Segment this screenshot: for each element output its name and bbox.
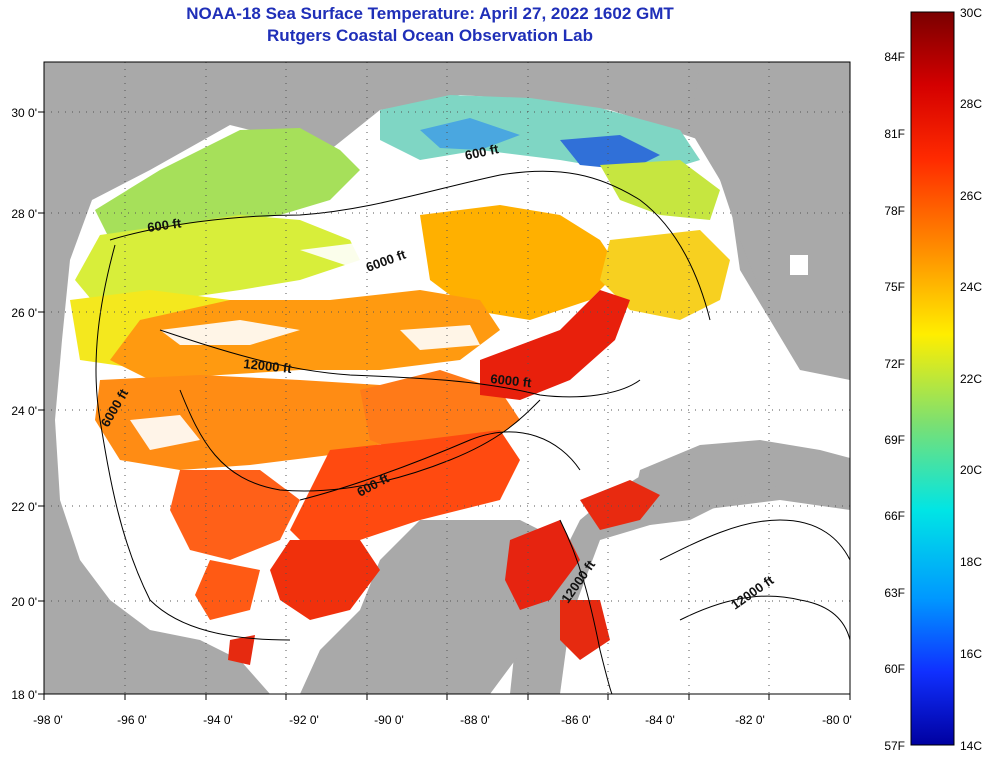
colorbar-fahrenheit-label: 66F	[884, 509, 905, 523]
contour-label: 12000 ft	[243, 356, 293, 376]
colorbar-fahrenheit-label: 78F	[884, 204, 905, 218]
map-title: NOAA-18 Sea Surface Temperature: April 2…	[186, 4, 674, 23]
colorbar-celsius-label: 14C	[960, 739, 982, 753]
colorbar-celsius-label: 20C	[960, 463, 982, 477]
florida-land	[690, 62, 850, 380]
lat-label: 24 0'	[11, 404, 37, 418]
lon-label: -96 0'	[117, 713, 147, 727]
colorbar	[910, 11, 955, 746]
colorbar-celsius-label: 24C	[960, 280, 982, 294]
colorbar-fahrenheit-label: 72F	[884, 357, 905, 371]
cuba-land	[630, 440, 850, 525]
colorbar-celsius-label: 30C	[960, 6, 982, 20]
colorbar-fahrenheit-label: 57F	[884, 739, 905, 753]
colorbar-celsius-label: 28C	[960, 97, 982, 111]
lon-label: -88 0'	[460, 713, 490, 727]
colorbar-fahrenheit-label: 60F	[884, 662, 905, 676]
lat-label: 28 0'	[11, 207, 37, 221]
lon-label: -94 0'	[203, 713, 233, 727]
colorbar-fahrenheit-label: 75F	[884, 280, 905, 294]
graticule	[44, 62, 850, 694]
yucatan-land	[300, 520, 560, 694]
caribbean-water	[560, 500, 850, 694]
colorbar-celsius-label: 22C	[960, 372, 982, 386]
lon-label: -90 0'	[374, 713, 404, 727]
colorbar-fahrenheit-label: 81F	[884, 127, 905, 141]
contour-label: 600 ft	[464, 141, 501, 163]
lat-label: 20 0'	[11, 595, 37, 609]
lat-label: 30 0'	[11, 106, 37, 120]
contour-label: 600 ft	[146, 215, 182, 235]
colorbar-celsius-label: 26C	[960, 189, 982, 203]
lon-label: -80 0'	[822, 713, 852, 727]
colorbar-fahrenheit-label: 84F	[884, 50, 905, 64]
lon-label: -86 0'	[561, 713, 591, 727]
lon-label: -92 0'	[289, 713, 319, 727]
lat-label: 22 0'	[11, 500, 37, 514]
colorbar-fahrenheit-label: 69F	[884, 433, 905, 447]
lat-label: 18 0'	[11, 688, 37, 702]
lon-label: -82 0'	[735, 713, 765, 727]
lat-label: 26 0'	[11, 306, 37, 320]
map-subtitle: Rutgers Coastal Ocean Observation Lab	[267, 26, 593, 45]
contour-label: 6000 ft	[490, 371, 533, 390]
colorbar-fahrenheit-label: 63F	[884, 586, 905, 600]
colorbar-celsius-label: 18C	[960, 555, 982, 569]
lon-label: -84 0'	[645, 713, 675, 727]
lon-label: -98 0'	[33, 713, 63, 727]
colorbar-celsius-label: 16C	[960, 647, 982, 661]
